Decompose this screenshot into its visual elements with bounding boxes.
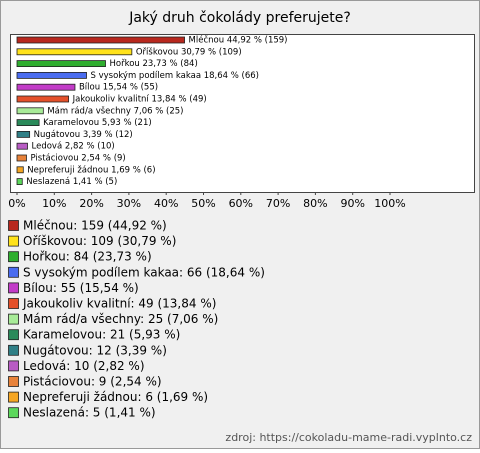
legend-swatch: [8, 266, 19, 278]
bar: [16, 107, 44, 115]
source: zdroj: https://cokoladu-mame-radi.vyplnt…: [225, 431, 472, 444]
x-tick-label: 40%: [154, 197, 178, 210]
x-tick-label: 60%: [229, 197, 253, 210]
bar-label: Hořkou 23,73 % (84): [110, 59, 198, 69]
bar: [16, 72, 87, 79]
legend-swatch: [8, 376, 19, 387]
bar-label: Neslazená 1,41 % (5): [26, 177, 117, 187]
legend-swatch: [8, 391, 19, 403]
x-tick-label: 90%: [340, 197, 364, 210]
bar: [16, 178, 23, 186]
legend-swatch: [8, 251, 19, 263]
legend-swatch: [8, 220, 19, 231]
x-tick-label: 100%: [374, 197, 405, 210]
legend-swatch: [8, 282, 19, 294]
legend-label: Pistáciovou: 9 (2,54 %): [23, 375, 162, 389]
bar: [16, 60, 106, 67]
x-tick-label: 10%: [42, 197, 66, 210]
bar: [16, 83, 76, 91]
legend-label: Jakoukoliv kvalitní: 49 (13,84 %): [22, 297, 216, 311]
legend-swatch: [8, 313, 19, 325]
bar-label: S vysokým podílem kakaa 18,64 % (66): [91, 71, 259, 81]
bar-label: Jakoukoliv kvalitní 13,84 % (49): [72, 95, 207, 105]
bar-label: Oříškovou 30,79 % (109): [136, 46, 242, 57]
bar-label: Bílou 15,54 % (55): [79, 83, 158, 93]
bar-label: Mléčnou 44,92 % (159): [189, 35, 288, 46]
legend-swatch: [8, 329, 19, 341]
legend-label: Karamelovou: 21 (5,93 %): [23, 328, 180, 342]
x-tick-label: 0%: [8, 197, 25, 210]
bar-label: Karamelovou 5,93 % (21): [43, 118, 152, 128]
x-tick-label: 20%: [79, 197, 103, 210]
legend-label: S vysokým podílem kakaa: 66 (18,64 %): [23, 265, 265, 279]
x-tick-label: 50%: [191, 197, 215, 210]
legend-label: Neslazená: 5 (1,41 %): [23, 406, 156, 420]
bar: [16, 48, 133, 56]
bar: [16, 95, 70, 103]
legend-label: Nepreferuji žádnou: 6 (1,69 %): [23, 390, 208, 404]
bar: [16, 142, 28, 150]
x-tick-label: 70%: [266, 197, 290, 210]
legend-label: Nugátovou: 12 (3,39 %): [23, 343, 167, 357]
legend-swatch: [8, 407, 19, 419]
legend-label: Hořkou: 84 (23,73 %): [23, 250, 152, 264]
x-tick-label: 30%: [117, 197, 141, 210]
legend-label: Oříškovou: 109 (30,79 %): [23, 234, 176, 248]
bar: [16, 166, 24, 174]
bar: [16, 130, 31, 138]
bar-label: Nepreferuji žádnou 1,69 % (6): [27, 165, 155, 175]
legend-swatch: [8, 344, 19, 356]
legend-label: Mám rád/a všechny: 25 (7,06 %): [23, 312, 218, 326]
legend-swatch: [8, 360, 19, 372]
bar-label: Nugátovou 3,39 % (12): [34, 130, 133, 140]
bar: [16, 119, 40, 126]
bar-label: Ledová 2,82 % (10): [32, 142, 115, 152]
legend-label: Ledová: 10 (2,82 %): [23, 359, 145, 373]
bar-label: Pistáciovou 2,54 % (9): [30, 154, 125, 164]
legend-swatch: [8, 235, 19, 247]
legend-label: Bílou: 55 (15,54 %): [23, 281, 139, 295]
x-tick-label: 80%: [303, 197, 327, 210]
bar: [16, 154, 27, 162]
bar-label: Mám rád/a všechny 7,06 % (25): [47, 105, 183, 116]
legend-label: Mléčnou: 159 (44,92 %): [23, 219, 167, 233]
chart-title: Jaký druh čokolády preferujete?: [128, 10, 351, 26]
bar: [16, 36, 185, 44]
legend-swatch: [8, 298, 19, 309]
